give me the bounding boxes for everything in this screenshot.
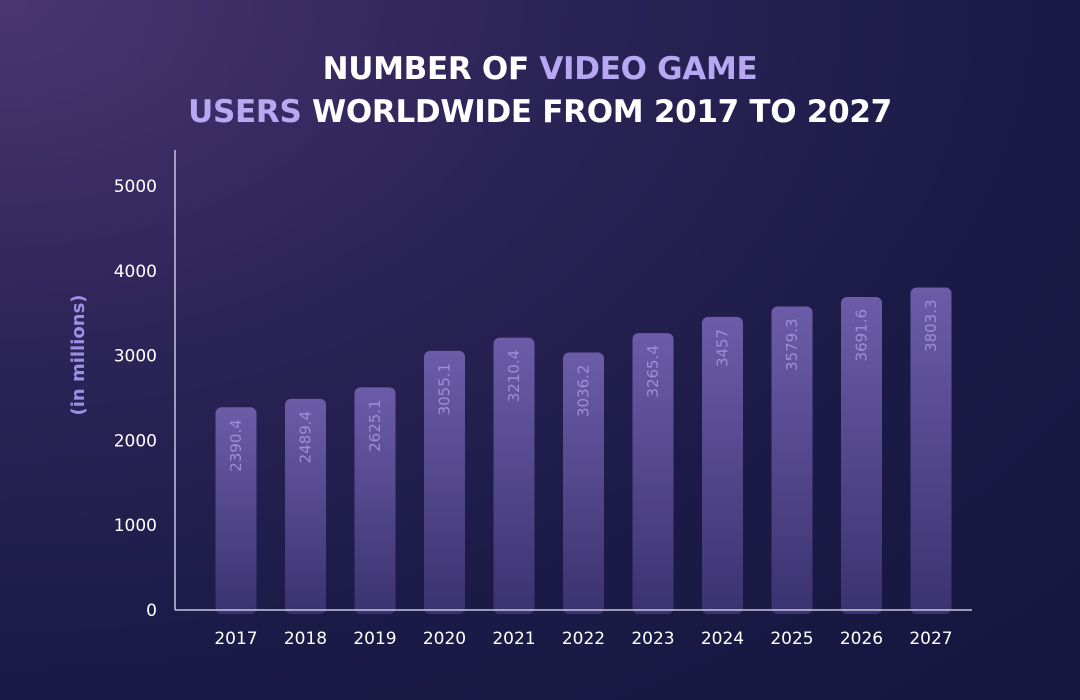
bar-2025 <box>771 306 813 614</box>
bars-group: 2390.4 2489.4 2625.1 3055.1 3210.4 3036.2 3265… <box>215 287 952 614</box>
bar-value-label: 3036.2 <box>575 365 593 418</box>
chart-title-part: WORLDWIDE FROM 2017 TO 2027 <box>301 94 892 130</box>
x-axis-ticks: 2017 2018 2019 2020 2021 2022 2023 2024 2025 2026… <box>214 629 952 649</box>
y-tick-label: 4000 <box>114 262 157 282</box>
chart-title-line-1: NUMBER OF VIDEO GAME <box>0 48 1080 91</box>
bar-2017 <box>215 407 257 614</box>
bar-2027 <box>910 287 952 614</box>
x-tick-label: 2021 <box>492 629 535 649</box>
chart-title-highlight: USERS <box>188 94 302 130</box>
bar-value-label: 3691.6 <box>853 309 871 362</box>
y-tick-label: 2000 <box>114 431 157 451</box>
bar-value-label: 3579.3 <box>783 318 801 371</box>
chart-title-line-2: USERS WORLDWIDE FROM 2017 TO 2027 <box>0 91 1080 134</box>
x-tick-label: 2026 <box>840 629 883 649</box>
bar-value-label: 3265.4 <box>644 345 662 398</box>
x-tick-label: 2018 <box>284 629 327 649</box>
x-tick-label: 2024 <box>701 629 744 649</box>
y-tick-label: 1000 <box>114 516 157 536</box>
x-tick-label: 2017 <box>214 629 257 649</box>
y-tick-label: 5000 <box>114 177 157 197</box>
bar-2023 <box>632 333 674 614</box>
y-axis-label: (in millions) <box>68 294 89 415</box>
bar-2024 <box>702 316 743 614</box>
bar-value-label: 3055.1 <box>436 363 454 416</box>
x-tick-label: 2025 <box>770 629 813 649</box>
bar-2019 <box>354 387 396 614</box>
bar-value-label: 2625.1 <box>366 399 384 452</box>
x-tick-label: 2020 <box>423 629 466 649</box>
y-tick-label: 0 <box>146 601 157 621</box>
x-tick-label: 2027 <box>909 629 952 649</box>
y-axis-ticks: 0 1000 2000 3000 4000 5000 <box>114 177 157 621</box>
bar-value-label: 3457 <box>714 329 732 367</box>
bar-2026 <box>841 296 882 614</box>
x-tick-label: 2022 <box>562 629 605 649</box>
y-tick-label: 3000 <box>114 347 157 367</box>
chart-title: NUMBER OF VIDEO GAME USERS WORLDWIDE FRO… <box>0 48 1080 134</box>
bar-2022 <box>563 352 604 614</box>
bar-2021 <box>493 337 535 614</box>
bar-2020 <box>424 350 465 614</box>
chart-title-part: NUMBER OF <box>322 51 540 87</box>
x-tick-label: 2023 <box>631 629 674 649</box>
bar-value-label: 2390.4 <box>227 419 245 472</box>
bar-value-label: 3803.3 <box>922 299 940 352</box>
x-tick-label: 2019 <box>353 629 396 649</box>
bar-value-label: 3210.4 <box>505 350 523 403</box>
bar-value-label: 2489.4 <box>297 411 315 464</box>
bar-2018 <box>285 398 326 614</box>
chart-title-highlight: VIDEO GAME <box>539 51 758 87</box>
